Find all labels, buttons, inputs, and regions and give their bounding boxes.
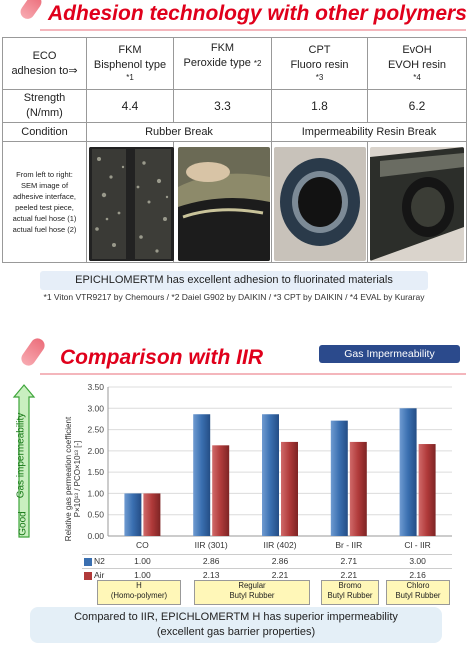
y-tick-label: 3.50 xyxy=(87,382,104,392)
y-tick-label: 3.00 xyxy=(87,403,104,413)
adhesion-summary-banner: EPICHLOMERTM has excellent adhesion to f… xyxy=(40,271,428,290)
x-tick-label: Cl - IIR xyxy=(404,540,430,550)
impermeability-arrow-icon xyxy=(12,384,36,538)
bar-n2-3 xyxy=(330,420,348,536)
legend-label: N2 xyxy=(94,556,105,566)
header-cell-evoh: EvOH EVOH resin *4 xyxy=(367,37,467,90)
legend-swatch-n2 xyxy=(84,558,92,566)
y-axis-label: Relative gas permeation coefficient P×10… xyxy=(64,416,82,542)
table-cell: 2.16 xyxy=(409,570,426,580)
strength-label: Strength (N/mm) xyxy=(2,89,87,123)
x-tick-label: CO xyxy=(136,540,149,550)
bar-air-4 xyxy=(418,444,436,536)
table-cell: 1.00 xyxy=(134,570,151,580)
bar-air-3 xyxy=(349,441,367,536)
x-tick-label: IIR (402) xyxy=(263,540,296,550)
bar-air-1 xyxy=(212,445,230,536)
iir-comparison-banner: Compared to IIR, EPICHLOMERTM H has supe… xyxy=(30,607,442,643)
fuel-hose-2-image xyxy=(370,147,464,261)
y-tick-label: 2.50 xyxy=(87,425,104,435)
bar-n2-2 xyxy=(262,414,279,536)
condition-label: Condition xyxy=(2,122,87,142)
table-cell: 2.13 xyxy=(202,570,220,580)
peeled-test-piece-image xyxy=(178,147,270,261)
bar-air-2 xyxy=(281,441,298,536)
table-cell: 1.00 xyxy=(134,556,151,566)
section2-title: Comparison with IIR xyxy=(60,346,264,369)
table-cell: 2.86 xyxy=(202,556,220,566)
table-header-row: ECO adhesion to⇒ FKM Bisphenol type *1 FKM P… xyxy=(2,37,467,90)
legend-label: Air xyxy=(94,570,105,580)
sem-image xyxy=(89,147,174,261)
fuel-hose-1-image xyxy=(274,147,366,261)
table-cell: 2.71 xyxy=(340,556,358,566)
polymer-box-chloro: Chloro Butyl Rubber xyxy=(386,580,450,605)
table-rule xyxy=(82,554,452,555)
x-tick-label: IIR (301) xyxy=(195,540,228,550)
strength-value: 1.8 xyxy=(271,89,368,123)
table-cell: 2.21 xyxy=(340,570,358,580)
y-tick-label: 0.00 xyxy=(87,531,104,541)
title-underline xyxy=(40,29,466,31)
footnote: *1 Viton VTR9217 by Chemours / *2 Daiel … xyxy=(43,292,425,302)
table-rule xyxy=(82,568,452,569)
title-underline xyxy=(40,373,466,375)
polymer-box-regular: Regular Butyl Rubber xyxy=(194,580,310,605)
section1-title: Adhesion technology with other polymers xyxy=(48,2,467,25)
y-tick-label: 1.00 xyxy=(87,488,104,498)
x-tick-label: Br - IIR xyxy=(335,540,362,550)
header-cell-fkm-bisphenol: FKM Bisphenol type *1 xyxy=(86,37,174,90)
header-cell-eco: ECO adhesion to⇒ xyxy=(2,37,87,90)
bar-air-0 xyxy=(143,493,161,536)
bar-n2-4 xyxy=(399,408,417,536)
condition-rubber-break: Rubber Break xyxy=(86,122,272,142)
y-tick-label: 1.50 xyxy=(87,467,104,477)
strength-value: 4.4 xyxy=(86,89,174,123)
photo-caption: From left to right: SEM image of adhesiv… xyxy=(2,141,87,263)
header-cell-fkm-peroxide: FKM Peroxide type *2 xyxy=(173,37,272,90)
y-tick-label: 2.00 xyxy=(87,446,104,456)
header-cell-cpt: CPT Fluoro resin *3 xyxy=(271,37,368,90)
table-cell: 2.86 xyxy=(271,556,289,566)
table-cell: 2.21 xyxy=(271,570,289,580)
legend-swatch-air xyxy=(84,572,92,580)
polymer-box-homo: H (Homo-polymer) xyxy=(97,580,181,605)
gas-impermeability-badge: Gas Impermeability xyxy=(319,345,460,363)
bar-n2-1 xyxy=(193,414,211,536)
polymer-box-bromo: Bromo Butyl Rubber xyxy=(321,580,379,605)
bar-n2-0 xyxy=(124,493,142,536)
strength-row: Strength (N/mm) 4.4 3.3 1.8 6.2 xyxy=(2,89,467,123)
y-tick-label: 0.50 xyxy=(87,510,104,520)
table-cell: 3.00 xyxy=(409,556,426,566)
